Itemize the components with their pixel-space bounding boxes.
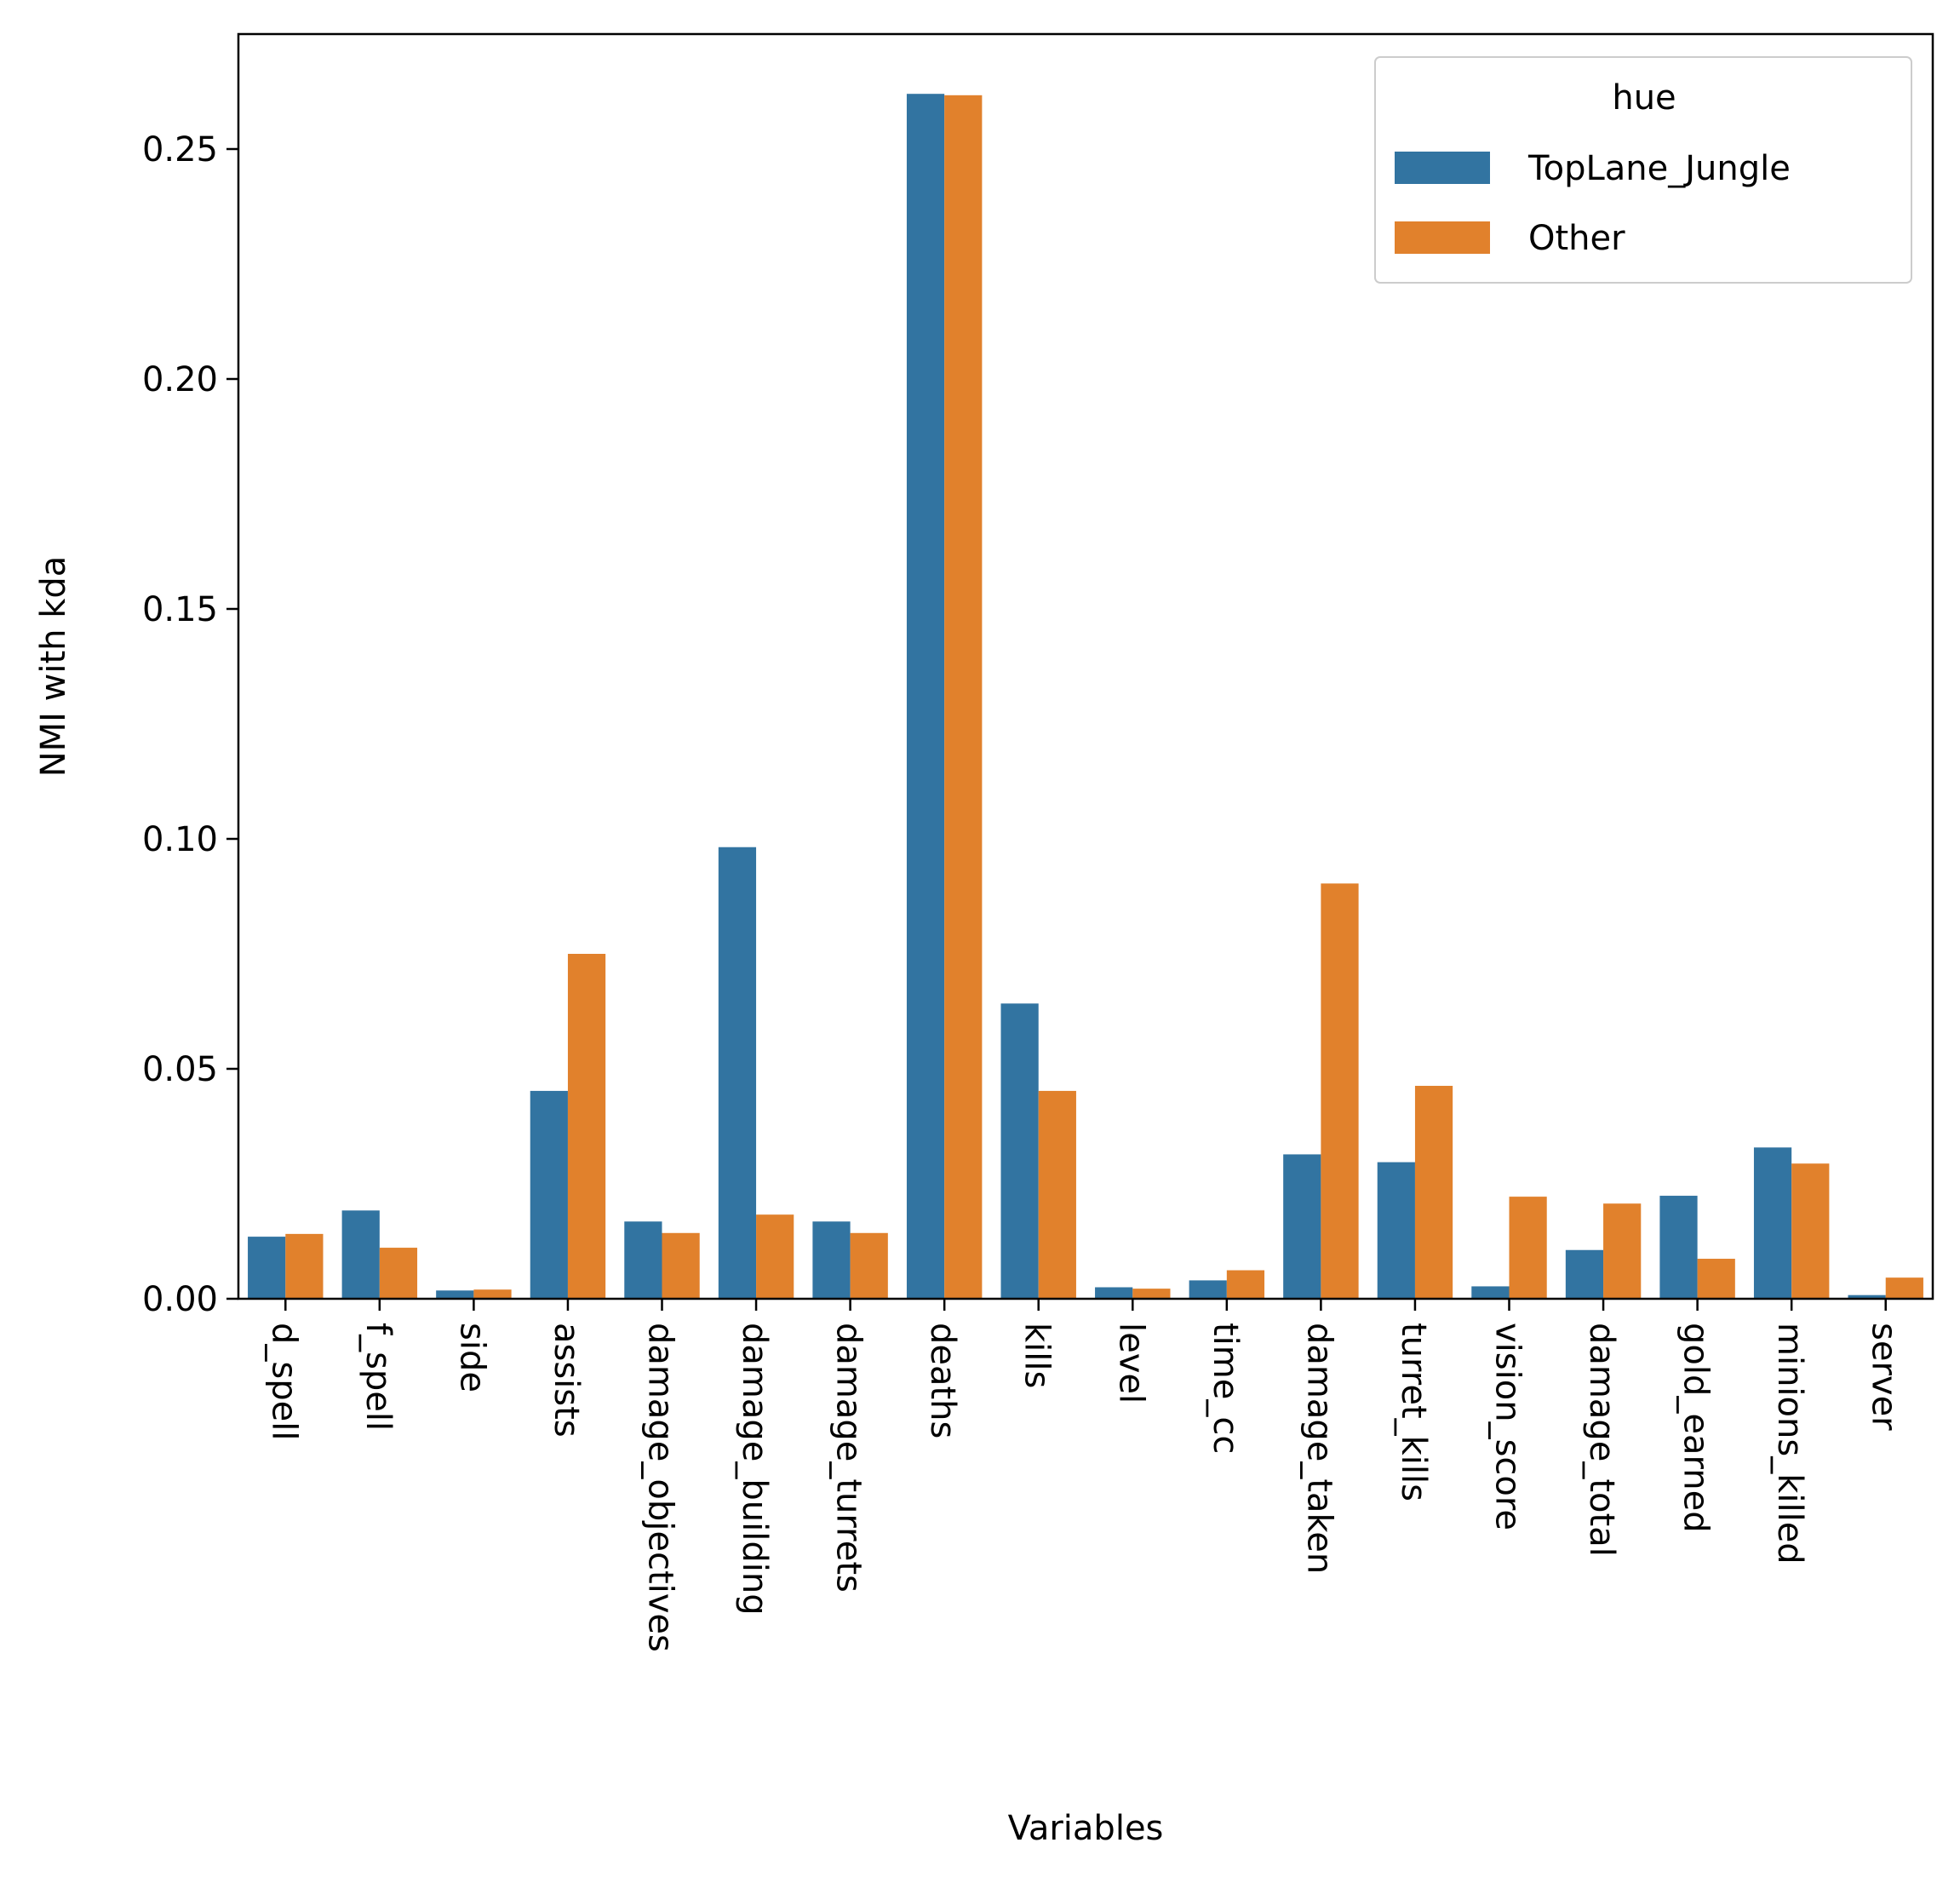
plot-frame bbox=[237, 32, 1934, 1300]
x-tick-label: minions_killed bbox=[1770, 1323, 1809, 1564]
x-axis-label: Variables bbox=[1008, 1809, 1164, 1848]
bar-Other-damage_objectives bbox=[662, 1232, 700, 1299]
x-tick-label: d_spell bbox=[264, 1323, 303, 1440]
y-axis-ticks: 0.00 0.05 0.10 0.15 0.20 0.25 bbox=[142, 130, 238, 1319]
legend-entries: TopLane_Jungle Other bbox=[1395, 149, 1791, 258]
bar-Other-side bbox=[473, 1289, 512, 1299]
legend-box bbox=[1374, 56, 1912, 284]
bar-Other-gold_earned bbox=[1697, 1259, 1735, 1299]
bar-Other-f_spell bbox=[379, 1248, 418, 1299]
x-tick-label: assists bbox=[547, 1323, 586, 1438]
legend-swatch-TopLane_Jungle bbox=[1395, 152, 1490, 184]
y-axis-label: NMI with kda bbox=[34, 556, 73, 778]
bar-TopLane_Jungle-minions_killed bbox=[1753, 1147, 1792, 1299]
legend: hue TopLane_Jungle Other bbox=[1374, 56, 1912, 284]
bar-TopLane_Jungle-assists bbox=[530, 1090, 568, 1299]
x-tick-label: vision_score bbox=[1488, 1323, 1527, 1530]
bar-Other-minions_killed bbox=[1791, 1163, 1830, 1299]
bar-TopLane_Jungle-turret_kills bbox=[1377, 1162, 1415, 1299]
x-tick-label: server bbox=[1865, 1323, 1904, 1431]
bar-Other-turret_kills bbox=[1414, 1085, 1453, 1299]
bar-TopLane_Jungle-damage_building bbox=[718, 847, 757, 1299]
bar-Other-kills bbox=[1038, 1090, 1076, 1299]
bar-Other-d_spell bbox=[285, 1233, 324, 1299]
bar-TopLane_Jungle-side bbox=[436, 1290, 474, 1299]
y-tick-label: 0.00 bbox=[142, 1280, 218, 1319]
x-tick-label: turret_kills bbox=[1394, 1323, 1433, 1501]
y-tick-label: 0.10 bbox=[142, 820, 218, 859]
x-tick-label: damage_objectives bbox=[641, 1323, 680, 1652]
y-tick-label: 0.15 bbox=[142, 590, 218, 629]
y-tick-label: 0.20 bbox=[142, 360, 218, 399]
x-tick-label: f_spell bbox=[358, 1323, 398, 1431]
bars-group bbox=[248, 94, 1923, 1300]
bar-Other-damage_taken bbox=[1321, 883, 1359, 1299]
legend-label-Other: Other bbox=[1528, 219, 1625, 258]
bar-Other-damage_building bbox=[756, 1214, 794, 1299]
legend-swatch-Other bbox=[1395, 221, 1490, 254]
x-tick-label: deaths bbox=[923, 1323, 962, 1438]
bar-Other-server bbox=[1885, 1277, 1923, 1299]
bar-TopLane_Jungle-time_cc bbox=[1189, 1280, 1227, 1299]
bar-TopLane_Jungle-damage_objectives bbox=[624, 1221, 662, 1299]
x-tick-label: level bbox=[1111, 1323, 1150, 1404]
bar-TopLane_Jungle-damage_total bbox=[1565, 1249, 1604, 1299]
bar-Other-damage_total bbox=[1603, 1203, 1642, 1299]
bar-TopLane_Jungle-f_spell bbox=[341, 1210, 380, 1299]
bar-TopLane_Jungle-deaths bbox=[906, 94, 945, 1300]
x-tick-label: damage_turrets bbox=[829, 1323, 868, 1593]
x-axis-ticks: d_spell f_spell side assists damage_objectiv… bbox=[264, 1299, 1904, 1652]
bar-Other-deaths bbox=[944, 95, 983, 1300]
x-tick-label: time_cc bbox=[1206, 1323, 1245, 1454]
legend-label-TopLane_Jungle: TopLane_Jungle bbox=[1527, 149, 1791, 188]
bar-TopLane_Jungle-vision_score bbox=[1471, 1286, 1510, 1299]
bar-TopLane_Jungle-d_spell bbox=[248, 1237, 286, 1299]
bar-Other-damage_turrets bbox=[850, 1232, 888, 1299]
y-tick-label: 0.25 bbox=[142, 130, 218, 169]
bar-Other-time_cc bbox=[1226, 1270, 1265, 1299]
x-tick-label: damage_building bbox=[735, 1323, 774, 1616]
bar-Other-level bbox=[1132, 1289, 1171, 1299]
x-tick-label: side bbox=[452, 1323, 491, 1392]
x-tick-label: damage_taken bbox=[1299, 1323, 1338, 1574]
bar-TopLane_Jungle-level bbox=[1095, 1287, 1133, 1299]
legend-title: hue bbox=[1612, 78, 1676, 118]
bar-TopLane_Jungle-damage_turrets bbox=[812, 1221, 851, 1299]
bar-TopLane_Jungle-server bbox=[1848, 1295, 1886, 1299]
bar-TopLane_Jungle-kills bbox=[1000, 1003, 1039, 1299]
x-tick-label: damage_total bbox=[1582, 1323, 1621, 1557]
bar-Other-vision_score bbox=[1509, 1197, 1547, 1299]
bar-TopLane_Jungle-gold_earned bbox=[1659, 1196, 1698, 1299]
bar-Other-assists bbox=[567, 954, 606, 1299]
x-tick-label: kills bbox=[1017, 1323, 1057, 1388]
y-tick-label: 0.05 bbox=[142, 1050, 218, 1089]
x-tick-label: gold_earned bbox=[1676, 1323, 1716, 1533]
bar-TopLane_Jungle-damage_taken bbox=[1283, 1154, 1321, 1299]
